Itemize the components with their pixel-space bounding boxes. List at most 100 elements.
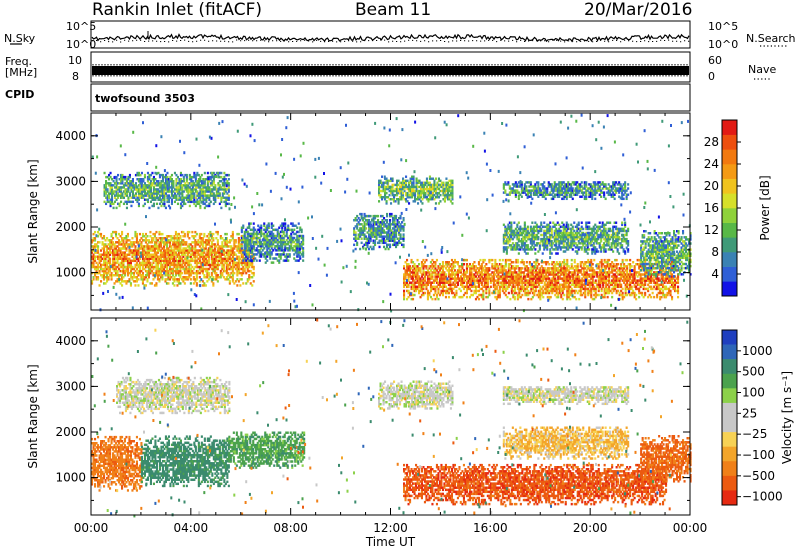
nsearch-trace xyxy=(92,40,689,42)
nsky-trace xyxy=(92,35,689,42)
power-echo-cell xyxy=(181,272,183,274)
power-echo-cell xyxy=(143,278,145,280)
power-echo-cell xyxy=(117,251,119,253)
power-echo-cell xyxy=(132,201,134,203)
power-echo-cell xyxy=(212,282,214,284)
power-echo-cell xyxy=(111,197,113,199)
power-echo-cell xyxy=(134,245,136,247)
power-echo-cell xyxy=(117,270,119,272)
power-echo-cell xyxy=(117,237,119,239)
power-echo-cell xyxy=(208,272,210,274)
power-echo-cell xyxy=(155,231,157,233)
power-echo-cell xyxy=(103,235,105,237)
power-echo-cell xyxy=(230,239,232,241)
power-echo-cell xyxy=(253,266,255,268)
power-echo-cell xyxy=(112,237,114,239)
power-echo-cell xyxy=(138,205,140,207)
power-echo-cell xyxy=(142,205,144,207)
power-echo-cell xyxy=(175,251,177,253)
power-echo-cell xyxy=(132,178,134,180)
power-echo-cell xyxy=(229,282,231,284)
power-echo-cell xyxy=(217,266,219,268)
power-echo-cell xyxy=(227,272,229,274)
power-echo-cell xyxy=(117,174,119,176)
radar-figure: 1000200030004000Slant Range [km]10002000… xyxy=(0,0,800,554)
power-echo-cell xyxy=(105,239,107,241)
power-echo-cell xyxy=(221,237,223,239)
power-echo-cell xyxy=(114,282,116,284)
power-echo-cell xyxy=(190,278,192,280)
power-echo-cell xyxy=(127,233,129,235)
power-echo-cell xyxy=(136,235,138,237)
power-echo-cell xyxy=(199,276,201,278)
power-echo-cell xyxy=(111,194,113,196)
power-echo-cell xyxy=(151,282,153,284)
power-echo-cell xyxy=(135,194,137,196)
power-echo-cell xyxy=(152,262,154,264)
power-echo-cell xyxy=(126,194,128,196)
power-echo-cell xyxy=(142,178,144,180)
power-echo-cell xyxy=(124,251,126,253)
power-echo-cell xyxy=(167,282,169,284)
power-echo-cell xyxy=(173,284,175,286)
power-echo-cell xyxy=(121,231,123,233)
power-echo-cell xyxy=(110,176,112,178)
power-echo-cell xyxy=(242,282,244,284)
power-echo-cell xyxy=(203,235,205,237)
power-echo-cell xyxy=(236,274,238,276)
power-echo-cell xyxy=(100,280,102,282)
power-echo-cell xyxy=(212,276,214,278)
power-echo-cell xyxy=(191,231,193,233)
power-echo-cell xyxy=(100,233,102,235)
power-echo-cell xyxy=(105,180,107,182)
power-echo-cell xyxy=(161,233,163,235)
power-echo-cell xyxy=(178,278,180,280)
power-echo-cell xyxy=(137,278,139,280)
power-echo-cell xyxy=(175,274,177,276)
power-echo-cell xyxy=(142,233,144,235)
power-echo-cell xyxy=(196,233,198,235)
power-echo-cell xyxy=(130,282,132,284)
power-echo-cell xyxy=(166,243,168,245)
power-echo-cell xyxy=(158,278,160,280)
power-echo-cell xyxy=(124,274,126,276)
power-echo-cell xyxy=(152,278,154,280)
power-echo-cell xyxy=(253,280,255,282)
power-echo-cell xyxy=(111,278,113,280)
power-echo-cell xyxy=(194,235,196,237)
power-echo-cell xyxy=(188,231,190,233)
power-echo-cell xyxy=(232,231,234,233)
power-echo-cell xyxy=(248,278,250,280)
power-echo-cell xyxy=(136,233,138,235)
power-echo-cell xyxy=(125,247,127,249)
power-echo-cell xyxy=(118,233,120,235)
power-echo-cell xyxy=(138,203,140,205)
power-echo-cell xyxy=(146,278,148,280)
power-echo-cell xyxy=(212,233,214,235)
power-echo-cell xyxy=(125,282,127,284)
power-echo-cell xyxy=(253,272,255,274)
power-echo-region xyxy=(91,231,255,287)
power-echo-cell xyxy=(233,247,235,249)
power-echo-cell xyxy=(137,284,139,286)
power-echo-cell xyxy=(203,233,205,235)
power-echo-cell xyxy=(157,251,159,253)
power-echo-cell xyxy=(200,233,202,235)
power-echo-cell xyxy=(232,278,234,280)
power-echo-cell xyxy=(253,274,255,276)
power-echo-cell xyxy=(217,280,219,282)
power-echo-cell xyxy=(93,278,95,280)
power-echo-cell xyxy=(191,245,193,247)
power-echo-cell xyxy=(139,266,141,268)
power-echo-cell xyxy=(187,278,189,280)
power-echo-cell xyxy=(127,197,129,199)
power-echo-cell xyxy=(124,176,126,178)
power-echo-cell xyxy=(145,233,147,235)
power-echo-cell xyxy=(233,272,235,274)
power-echo-cell xyxy=(94,239,96,241)
power-echo-cell xyxy=(97,276,99,278)
power-echo-cell xyxy=(130,262,132,264)
power-echo-cell xyxy=(184,282,186,284)
power-echo-cell xyxy=(129,174,131,176)
power-echo-cell xyxy=(239,284,241,286)
